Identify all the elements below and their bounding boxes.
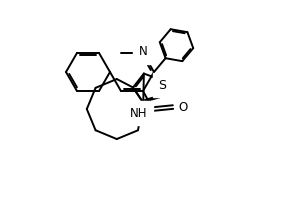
Text: O: O [178, 101, 187, 114]
Text: N: N [139, 45, 147, 58]
Text: NH: NH [130, 107, 148, 120]
Text: S: S [158, 79, 166, 92]
